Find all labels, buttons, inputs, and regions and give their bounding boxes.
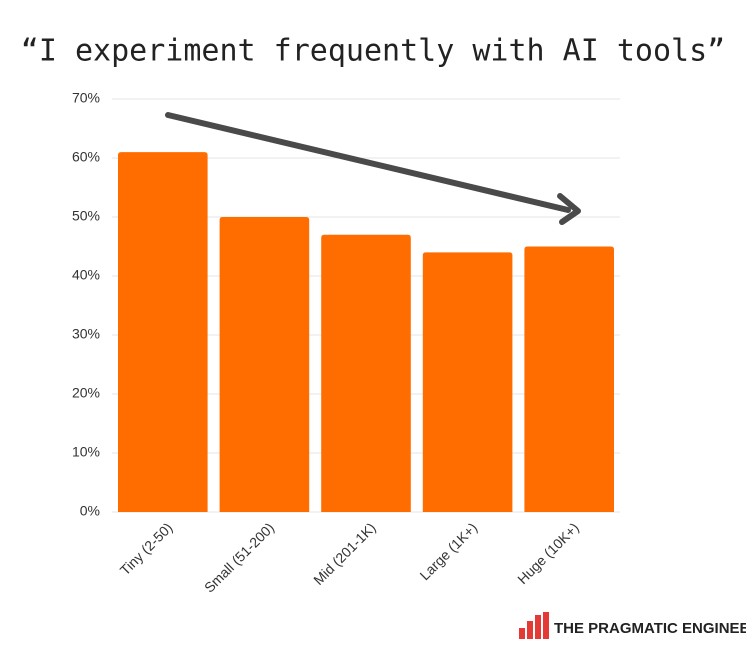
trend-arrow (165, 112, 581, 225)
x-tick-label: Small (51-200) (201, 519, 277, 595)
brand-logo (519, 612, 549, 639)
bar (118, 152, 208, 512)
plot-area: 0% 10% 20% 30% 40% 50% 60% 70% Tiny (2-50) Small … (72, 90, 620, 596)
y-tick-label: 20% (72, 385, 100, 401)
bar (219, 217, 310, 512)
brand-name: THE PRAGMATIC ENGINEER (554, 620, 746, 637)
x-tick-label: Tiny (2-50) (117, 519, 176, 578)
y-tick-label: 30% (72, 326, 100, 342)
y-tick-label: 10% (72, 444, 100, 460)
bar (524, 246, 614, 512)
x-tick-label: Mid (201-1K) (310, 519, 379, 588)
y-tick-label: 50% (72, 208, 100, 224)
y-tick-label: 0% (80, 503, 100, 519)
bar (422, 252, 513, 512)
y-tick-label: 70% (72, 90, 100, 106)
x-tick-label: Huge (10K+) (514, 519, 582, 587)
x-tick-label: Large (1K+) (416, 519, 480, 583)
bar (321, 234, 411, 512)
chart-title: “I experiment frequently with AI tools” (21, 34, 725, 69)
y-tick-label: 40% (72, 267, 100, 283)
y-tick-label: 60% (72, 149, 100, 165)
